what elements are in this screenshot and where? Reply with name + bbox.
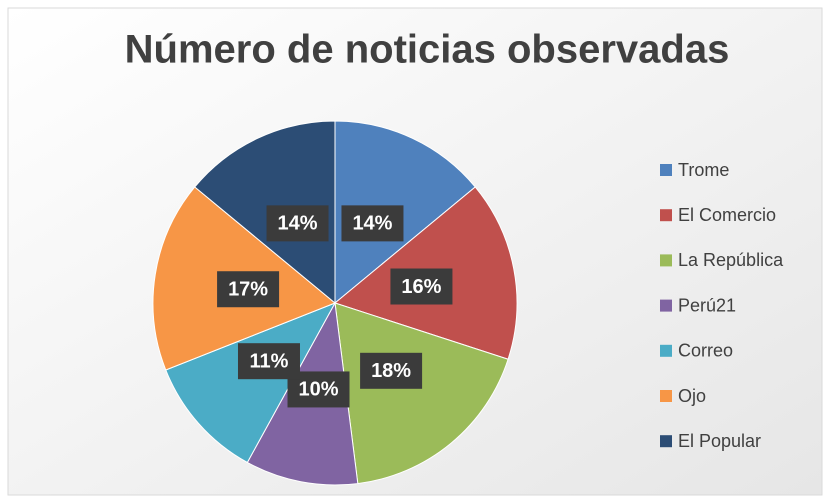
legend-swatch xyxy=(660,299,672,312)
data-label: 14% xyxy=(278,213,318,235)
legend-label: La República xyxy=(678,250,784,270)
data-label-box xyxy=(266,205,329,242)
pie-slice xyxy=(334,302,509,485)
data-label: 14% xyxy=(352,213,392,235)
data-label: 16% xyxy=(401,276,441,298)
legend-label: Correo xyxy=(678,341,733,361)
legend-label: Trome xyxy=(678,160,729,180)
data-label-box xyxy=(360,352,423,389)
legend-label: El Popular xyxy=(678,431,761,451)
legend-swatch xyxy=(660,209,672,222)
legend-label: El Comercio xyxy=(678,205,776,225)
pie-slice xyxy=(165,302,337,464)
data-label-box xyxy=(237,343,300,380)
data-label-box xyxy=(217,271,280,308)
legend-label: Perú21 xyxy=(678,295,736,315)
data-label-box xyxy=(341,205,404,242)
legend-label: Ojo xyxy=(678,386,706,406)
data-label: 10% xyxy=(298,379,338,401)
chart-title: Número de noticias observadas xyxy=(125,28,730,72)
pie-slice xyxy=(194,120,336,305)
data-label-box xyxy=(390,268,453,305)
legend-swatch xyxy=(660,344,672,357)
legend-swatch xyxy=(660,435,672,448)
pie-slice xyxy=(334,120,476,305)
data-label: 11% xyxy=(250,350,289,372)
legend-swatch xyxy=(660,164,672,176)
legend-swatch xyxy=(660,254,672,267)
data-label: 18% xyxy=(371,360,411,382)
data-label: 17% xyxy=(228,279,268,301)
legend-swatch xyxy=(660,390,672,402)
